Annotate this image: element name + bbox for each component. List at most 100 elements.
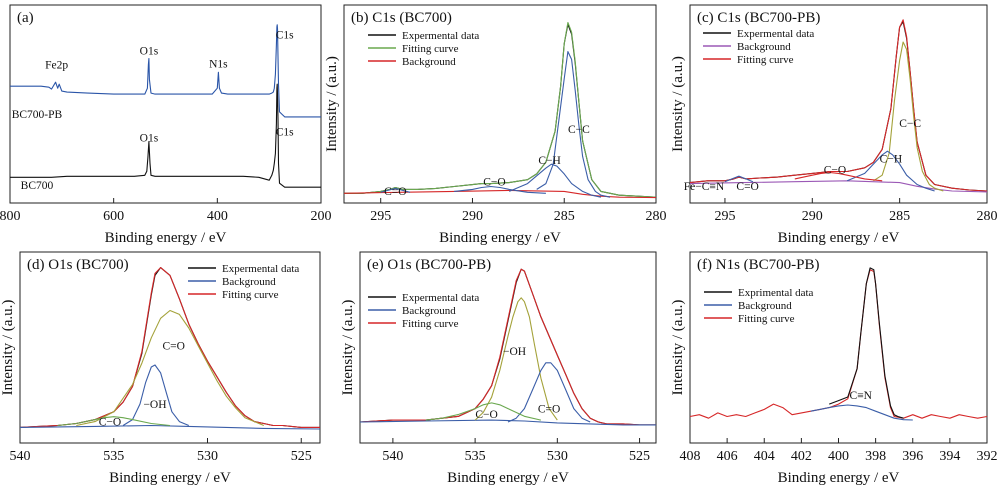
- x-axis-label: Binding energy / eV: [109, 470, 231, 486]
- legend-label: Background: [737, 41, 791, 53]
- annotation-label: Fe−C≡N: [684, 181, 725, 193]
- x-tick-label: 408: [680, 449, 701, 464]
- annotation-label: C−H: [880, 153, 902, 165]
- series-line-1: [359, 268, 656, 426]
- annotation-label: C=O: [163, 340, 185, 352]
- plot-frame: [359, 251, 657, 444]
- x-tick-label: 200: [311, 209, 332, 224]
- series-line-0: [344, 23, 657, 198]
- x-tick-label: 535: [465, 449, 486, 464]
- series-line-5: [425, 402, 542, 421]
- annotation-label: C−O: [475, 409, 497, 421]
- legend-label: Fitting curve: [738, 313, 795, 325]
- panel-a: 800 600 400 200 Binding energy / eV (a) Fe2p O1…: [0, 4, 332, 246]
- series-line-1: [829, 267, 904, 419]
- x-tick-label: 280: [977, 209, 998, 224]
- x-tick-label: 295: [370, 209, 391, 224]
- annotation-label: BC700: [21, 180, 54, 192]
- series-line-4: [508, 163, 602, 198]
- legend-label: Fitting curve: [402, 43, 459, 55]
- legend-label: Fitting curve: [402, 318, 459, 330]
- x-tick-label: 394: [939, 449, 960, 464]
- panel-e: 540 535 530 525 Binding energy / eV Intensity…: [340, 251, 657, 486]
- legend-label: Expermental data: [737, 28, 814, 40]
- x-tick-label: 280: [646, 209, 667, 224]
- series-line-3: [873, 41, 944, 192]
- panel-d: 540 535 530 525 Binding energy / eV Intensity…: [0, 251, 321, 486]
- annotation-label: O1s: [140, 46, 159, 58]
- panel-f: 408 406 404 402 400 398 396 394 392 Binding energ…: [670, 251, 998, 486]
- plot-frame: [19, 251, 321, 444]
- series-line-2: [19, 424, 321, 430]
- x-tick-label: 406: [717, 449, 738, 464]
- annotation-label: C≡N: [850, 390, 873, 402]
- y-axis-label: Intensity / (a.u.): [340, 300, 356, 396]
- x-axis-label: Binding energy / eV: [778, 230, 900, 246]
- plot-frame: [343, 4, 657, 204]
- annotation-label: N1s: [209, 58, 228, 70]
- series-line-1: [344, 21, 657, 198]
- legend-label: Expermental data: [402, 30, 479, 42]
- x-tick-label: 295: [714, 209, 735, 224]
- x-tick-label: 290: [462, 209, 483, 224]
- legend-label: Expermental data: [222, 263, 299, 275]
- series-line-5: [794, 171, 883, 182]
- x-tick-label: 285: [889, 209, 910, 224]
- legend-label: Background: [402, 305, 456, 317]
- annotation-label: C1s: [276, 30, 294, 42]
- series-line-3: [536, 51, 611, 198]
- series-line-6: [724, 175, 754, 183]
- series-line-3: [474, 297, 558, 421]
- series-line-5: [57, 416, 171, 427]
- panel-label: (d) O1s (BC700): [27, 257, 129, 273]
- series-line-1: [19, 267, 320, 428]
- annotation-label: Fe2p: [45, 59, 68, 71]
- x-axis-label: Binding energy / eV: [447, 470, 569, 486]
- y-axis-label: Intensity / (a.u.): [670, 56, 686, 152]
- series-line-4: [846, 150, 935, 192]
- annotation-label: C−H: [538, 155, 560, 167]
- x-tick-label: 402: [791, 449, 812, 464]
- series-line-1: [10, 83, 321, 188]
- x-tick-label: 525: [291, 449, 312, 464]
- x-tick-label: 285: [554, 209, 575, 224]
- x-tick-label: 400: [828, 449, 849, 464]
- plot-frame: [689, 251, 988, 444]
- legend-label: Expermental data: [402, 292, 479, 304]
- series-line-6: [380, 187, 411, 193]
- series-line-4: [122, 364, 190, 427]
- x-tick-label: 530: [547, 449, 568, 464]
- series-line-2: [689, 180, 988, 193]
- annotation-label: C=O: [736, 181, 758, 193]
- x-tick-label: 400: [207, 209, 228, 224]
- x-tick-label: 600: [103, 209, 124, 224]
- series-line-4: [507, 362, 591, 423]
- legend-label: Background: [738, 300, 792, 312]
- panel-b: 295 290 285 280 Binding energy / eV Intensity…: [324, 4, 667, 246]
- x-tick-label: 290: [802, 209, 823, 224]
- series-line-2: [343, 189, 657, 199]
- panel-label: (b) C1s (BC700): [351, 10, 452, 26]
- legend-label: Fitting curve: [222, 289, 279, 301]
- annotation-label: −OH: [503, 346, 526, 358]
- x-tick-label: 540: [382, 449, 403, 464]
- x-tick-label: 530: [197, 449, 218, 464]
- annotation-label: C−C: [899, 118, 921, 130]
- series-line-0: [689, 269, 988, 419]
- x-axis-label: Binding energy / eV: [778, 470, 900, 486]
- annotation-label: C−O: [824, 164, 846, 176]
- panel-label: (f) N1s (BC700-PB): [697, 257, 820, 273]
- series-line-5: [454, 185, 546, 194]
- x-tick-label: 800: [0, 209, 21, 224]
- x-tick-label: 404: [754, 449, 775, 464]
- y-axis-label: Intensity / (a.u.): [324, 56, 340, 152]
- x-axis-label: Binding energy / eV: [105, 230, 227, 246]
- series-line-0: [10, 24, 321, 118]
- y-axis-label: Intensity / (a.u.): [0, 300, 16, 396]
- x-tick-label: 525: [629, 449, 650, 464]
- annotation-label: −OH: [143, 399, 166, 411]
- series-line-2: [810, 404, 913, 421]
- legend-label: Background: [222, 276, 276, 288]
